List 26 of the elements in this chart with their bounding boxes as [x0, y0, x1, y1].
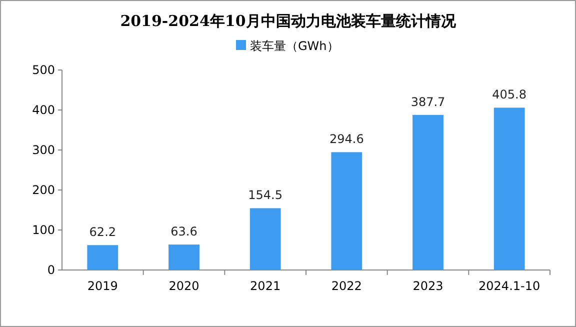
x-tick-label: 2022	[331, 279, 362, 293]
bar	[331, 152, 362, 270]
bar	[412, 114, 444, 270]
y-tick-label: 400	[32, 103, 55, 117]
bar	[250, 208, 281, 270]
y-tick-label: 200	[32, 183, 55, 197]
data-label: 154.5	[248, 188, 283, 202]
y-tick-label: 0	[47, 263, 55, 277]
x-tick-label: 2024.1-10	[478, 279, 540, 293]
x-tick-label: 2020	[168, 279, 200, 293]
x-tick-label: 2023	[412, 279, 444, 293]
y-tick-label: 300	[32, 143, 55, 157]
data-label: 294.6	[329, 132, 364, 146]
bar	[168, 244, 200, 270]
bar	[494, 108, 525, 270]
data-label: 387.7	[410, 94, 446, 109]
x-tick-label: 2021	[250, 279, 281, 293]
data-label: 63.6	[170, 224, 198, 239]
x-tick-label: 2019	[87, 279, 118, 293]
data-label: 405.8	[492, 88, 527, 102]
data-label: 62.2	[89, 225, 116, 240]
chart-title: 2019-2024年10月中国动力电池装车量统计情况	[120, 12, 457, 30]
bar	[87, 245, 118, 270]
y-tick-label: 500	[32, 63, 55, 77]
y-tick-label: 100	[32, 223, 55, 237]
legend-label: 装车量（GWh）	[250, 39, 339, 53]
